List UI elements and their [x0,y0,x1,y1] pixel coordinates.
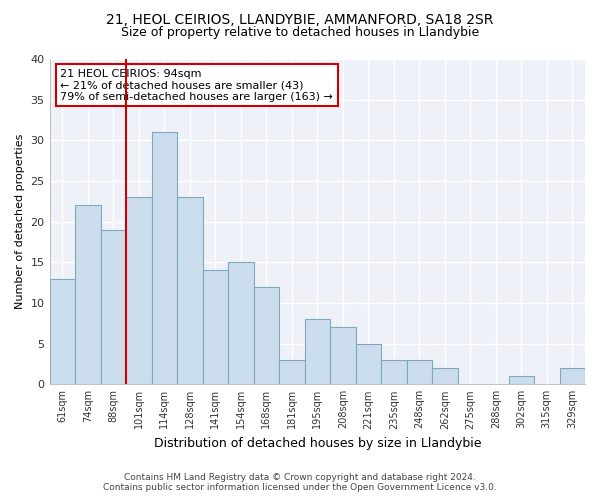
Bar [279,360,305,384]
Bar [177,198,203,384]
Y-axis label: Number of detached properties: Number of detached properties [15,134,25,310]
Text: 21, HEOL CEIRIOS, LLANDYBIE, AMMANFORD, SA18 2SR: 21, HEOL CEIRIOS, LLANDYBIE, AMMANFORD, … [106,12,494,26]
Bar [305,319,330,384]
Bar [101,230,126,384]
Bar [381,360,407,384]
Bar [203,270,228,384]
X-axis label: Distribution of detached houses by size in Llandybie: Distribution of detached houses by size … [154,437,481,450]
Text: Size of property relative to detached houses in Llandybie: Size of property relative to detached ho… [121,26,479,39]
Bar [228,262,254,384]
Bar [152,132,177,384]
Bar [407,360,432,384]
Bar [50,278,75,384]
Bar [126,198,152,384]
Bar [356,344,381,384]
Bar [75,206,101,384]
Bar [509,376,534,384]
Bar [254,286,279,384]
Text: Contains HM Land Registry data © Crown copyright and database right 2024.
Contai: Contains HM Land Registry data © Crown c… [103,473,497,492]
Text: 21 HEOL CEIRIOS: 94sqm
← 21% of detached houses are smaller (43)
79% of semi-det: 21 HEOL CEIRIOS: 94sqm ← 21% of detached… [60,69,333,102]
Bar [432,368,458,384]
Bar [560,368,585,384]
Bar [330,328,356,384]
